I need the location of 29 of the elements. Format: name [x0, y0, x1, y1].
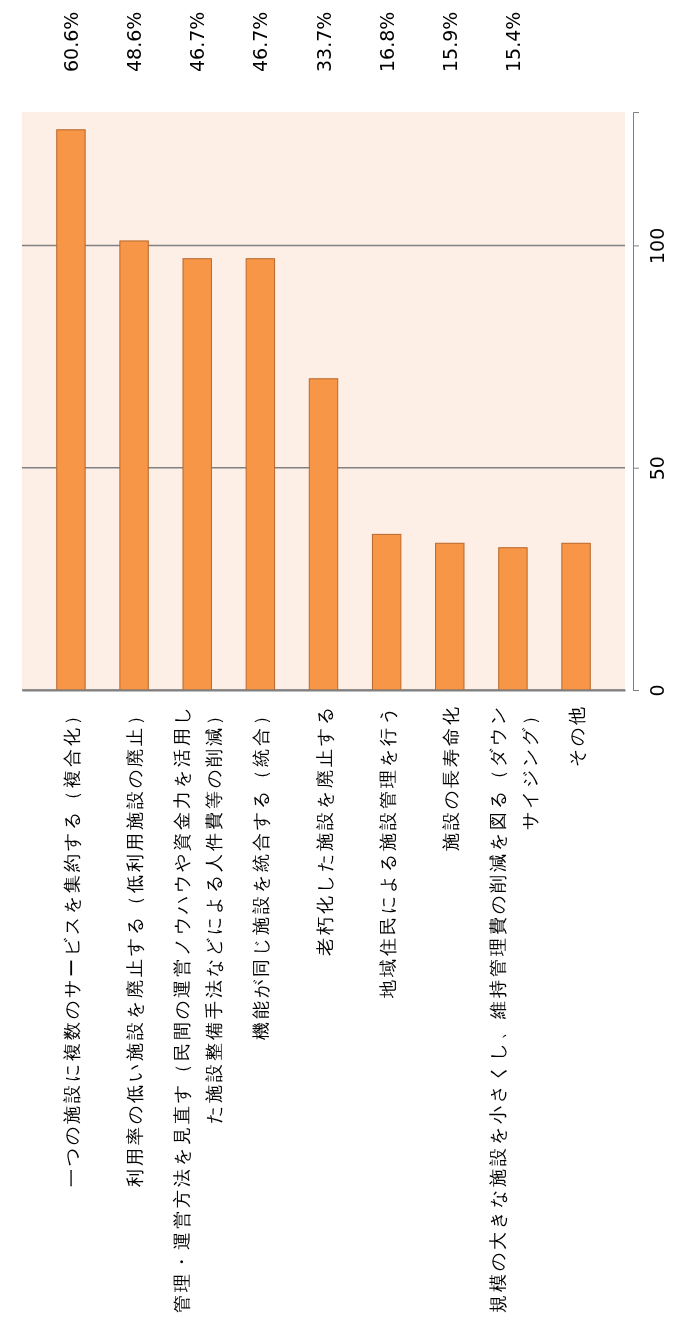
bar — [561, 542, 591, 691]
text: 33.7% — [312, 11, 335, 72]
text: 46.7% — [186, 11, 209, 72]
bar — [308, 378, 339, 691]
y-tick-label: 50 — [646, 456, 668, 481]
text: 15.9% — [438, 11, 461, 72]
text: 48.6% — [123, 11, 146, 72]
text: 60.6% — [59, 11, 82, 72]
x-tick-label: 管理・運営方法を見直す（民間の運営ノウハウや資金力を活用した施設整備手法などによる人件費等の削減） — [170, 704, 224, 1313]
x-tick-label: 地域住民による施設管理を行う — [376, 704, 398, 999]
bar — [245, 258, 276, 691]
x-tick-label: 機能が同じ施設を統合する（統合） — [249, 704, 271, 1040]
bar — [435, 542, 465, 691]
bar — [119, 240, 149, 691]
bar — [182, 258, 212, 691]
x-tick-label: 施設の長寿命化 — [439, 704, 461, 851]
x-tick-label: 一つの施設に複数のサービスを集約する（複合化） — [60, 704, 82, 1187]
x-tick-label: 老朽化した施設を廃止する — [313, 704, 334, 956]
y-tick-label: 100 — [646, 227, 668, 265]
bar — [371, 533, 402, 691]
bar — [56, 129, 86, 691]
bar — [498, 547, 528, 691]
text: 16.8% — [375, 11, 398, 72]
x-tick-label: 規模の大きな施設を小さくし、維持管理費の削減を図る（ダウンサイジング） — [486, 704, 540, 1313]
x-tick-label: 利用率の低い施設を廃止する（低利用施設の廃止） — [123, 704, 145, 1187]
text: 15.4% — [501, 11, 524, 72]
x-tick-label: その他 — [565, 704, 587, 767]
y-tick-label: 0 — [646, 684, 668, 697]
text: 46.7% — [249, 11, 272, 72]
